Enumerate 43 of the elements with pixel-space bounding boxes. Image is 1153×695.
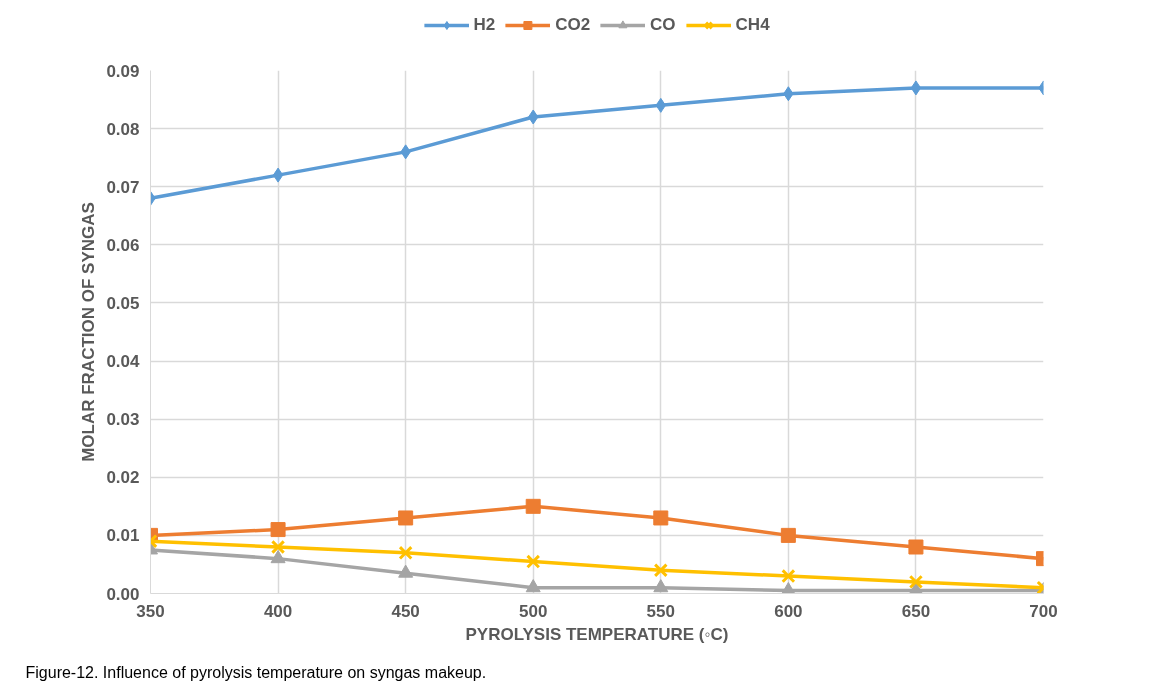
point <box>525 498 541 514</box>
point <box>270 550 286 564</box>
legend-label: H2 <box>473 15 496 35</box>
x-axis-title: PYROLYSIS TEMPERATURE (◦C) <box>465 624 729 644</box>
x-tick-label: 350 <box>136 601 165 621</box>
x-tick-label: 650 <box>901 601 931 621</box>
point <box>781 568 796 584</box>
y-tick-label: 0.08 <box>106 119 140 139</box>
point <box>653 563 668 578</box>
x-tick-label: 450 <box>391 601 420 621</box>
legend-label: CO <box>650 15 676 35</box>
point <box>526 554 541 569</box>
x-tick-label: 400 <box>263 601 293 621</box>
point <box>525 579 541 593</box>
point <box>272 167 284 183</box>
point <box>780 527 796 543</box>
point <box>398 545 413 560</box>
x-tick-label: 700 <box>1029 601 1058 621</box>
y-tick-label: 0.06 <box>106 235 140 255</box>
point <box>270 522 286 538</box>
point <box>653 510 669 526</box>
y-axis-title: MOLAR FRACTION OF SYNGAS <box>79 202 99 462</box>
legend-label: CO2 <box>555 15 591 35</box>
x-tick-label: 550 <box>646 601 675 621</box>
y-tick-label: 0.00 <box>106 584 140 604</box>
text: Figure-12. Influence of pyrolysis temperature on syngas makeup. <box>25 663 487 681</box>
point <box>653 579 669 593</box>
point <box>908 539 924 555</box>
x-tick-label: 500 <box>519 601 548 621</box>
y-tick-label: 0.04 <box>106 352 141 372</box>
x-tick-label: 600 <box>774 601 803 621</box>
y-tick-label: 0.09 <box>106 61 140 81</box>
point <box>910 80 922 96</box>
point <box>908 574 924 590</box>
point <box>270 539 286 555</box>
point <box>398 510 414 526</box>
legend-label: CH4 <box>735 15 770 35</box>
y-tick-label: 0.03 <box>106 410 140 430</box>
y-tick-label: 0.07 <box>106 177 140 197</box>
y-tick-label: 0.01 <box>106 526 140 546</box>
y-tick-label: 0.02 <box>106 468 140 488</box>
point <box>398 564 414 578</box>
y-tick-label: 0.05 <box>106 293 140 313</box>
